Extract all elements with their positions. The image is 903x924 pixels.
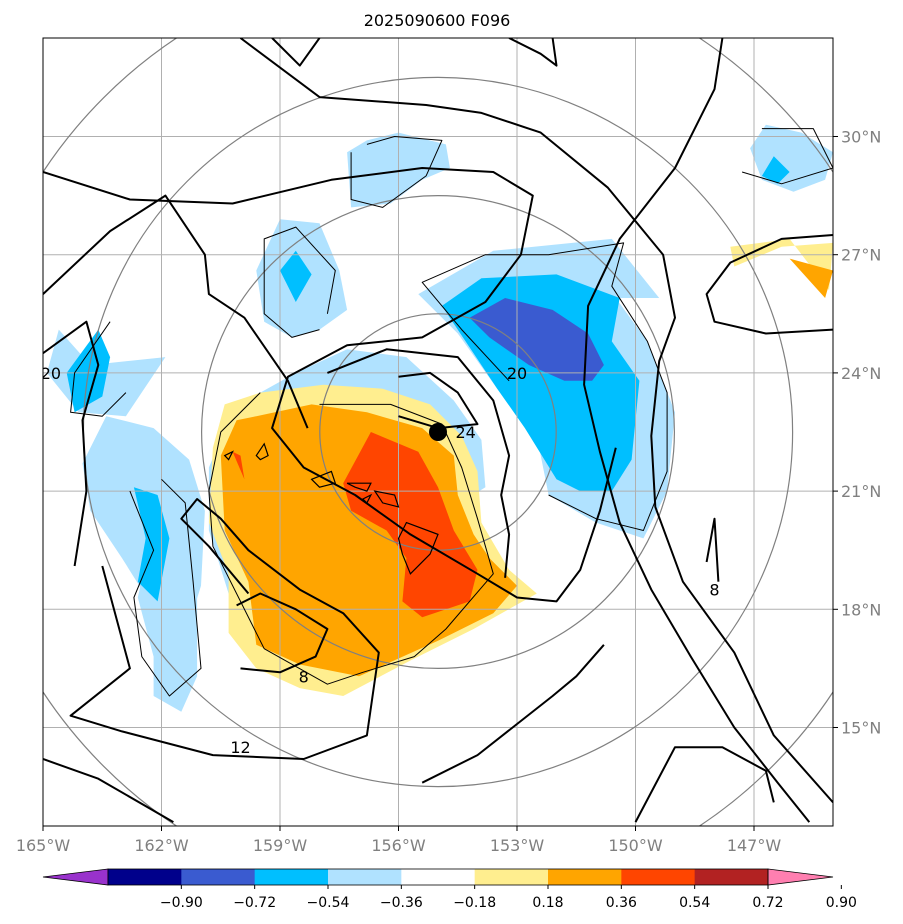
x-tick-label: 150°W: [608, 836, 663, 855]
y-tick-label: 15°N: [841, 719, 881, 738]
contour-label: 20: [507, 364, 527, 383]
y-tick-label: 24°N: [841, 364, 881, 383]
chart-title: 2025090600 F096: [364, 11, 511, 30]
contour-line: [69, 498, 380, 760]
contour-line: [705, 517, 720, 582]
colorbar-box: [621, 869, 696, 885]
colorbar-tick-label: −0.54: [307, 895, 350, 911]
colorbar-tick-label: 0.90: [826, 895, 857, 911]
anomaly-outline: [70, 321, 127, 417]
colorbar-box: [328, 869, 402, 885]
colorbar-box: [401, 869, 476, 885]
colorbar-box: [181, 869, 256, 885]
contour-line: [583, 38, 811, 823]
colorbar: −0.90 −0.72 −0.54 −0.36 −0.18 0.18 0.36 0.54 0.7…: [42, 868, 857, 911]
colorbar-tick-label: 0.36: [606, 895, 637, 911]
shaded-region-10: [280, 250, 312, 302]
colorbar-extend-low: [42, 868, 109, 886]
anomaly-outline: [421, 242, 668, 531]
contour-labels: 20 20 24 12 8 8: [41, 364, 720, 757]
colorbar-box: [474, 869, 549, 885]
colorbar-frame: [107, 868, 769, 886]
y-tick-label: 27°N: [841, 246, 881, 265]
island-outline: [346, 482, 372, 492]
shaded-region-7: [129, 487, 198, 712]
graticule: [43, 38, 833, 826]
contour-label: 24: [455, 423, 475, 442]
island-outline: [373, 490, 400, 508]
contour-line: [705, 234, 833, 335]
colorbar-tick-label: −0.18: [453, 895, 496, 911]
colorbar-box: [694, 869, 769, 885]
colorbar-tick-label: −0.72: [233, 895, 276, 911]
contour-line: [271, 38, 321, 67]
coastlines: [223, 442, 439, 575]
contour-line: [236, 592, 329, 674]
contour-line: [508, 38, 558, 67]
contour-line: [421, 644, 605, 784]
storm-center-dot: [429, 423, 447, 441]
contour-lines: [43, 38, 833, 823]
plot-frame: [42, 37, 834, 827]
island-outline: [255, 442, 269, 461]
contour-line: [43, 320, 100, 567]
anomaly-outline: [208, 392, 494, 685]
colorbar-box: [548, 869, 622, 885]
contour-label: 8: [709, 581, 719, 600]
x-tick-label: 159°W: [253, 836, 308, 855]
island-outline: [361, 493, 373, 504]
y-tick-label: 21°N: [841, 482, 881, 501]
range-ring: [201, 195, 675, 669]
colorbar-tick-label: 0.18: [532, 895, 563, 911]
contour-label: 20: [41, 364, 61, 383]
x-tick-label: 156°W: [371, 836, 426, 855]
contour-line: [43, 758, 174, 823]
contour-line: [634, 746, 775, 823]
colorbar-box: [254, 869, 329, 885]
shaded-region-17: [789, 258, 833, 298]
shaded-region-11: [761, 156, 790, 184]
island-outline: [223, 450, 234, 461]
contour-label: 8: [299, 667, 309, 686]
contour-line: [43, 194, 309, 429]
colorbar-tick-label: 0.54: [679, 895, 710, 911]
x-axis: 165°W 162°W 159°W 156°W 153°W 150°W 147°W: [16, 826, 782, 855]
colorbar-tick-label: −0.36: [380, 895, 423, 911]
anomaly-outline: [350, 136, 443, 208]
anomaly-outline: [741, 128, 833, 185]
contour-label: 12: [230, 738, 250, 757]
x-tick-label: 165°W: [16, 836, 71, 855]
y-tick-label: 18°N: [841, 600, 881, 619]
shaded-region-13: [469, 298, 604, 381]
island-outline: [310, 470, 337, 488]
contour-line: [43, 167, 617, 603]
storm-center: [429, 423, 447, 441]
y-axis: 15°N 18°N 21°N 24°N 27°N 30°N: [833, 128, 881, 738]
colorbar-box: [108, 869, 182, 885]
x-tick-label: 147°W: [727, 836, 782, 855]
colorbar-tick-label: 0.72: [752, 895, 783, 911]
contour-line: [239, 38, 833, 804]
colorbar-tick-label: −0.90: [160, 895, 203, 911]
contour-line: [327, 348, 511, 578]
y-tick-label: 30°N: [841, 128, 881, 147]
x-tick-label: 153°W: [490, 836, 545, 855]
anomaly-outline: [129, 478, 202, 697]
plot-area: 20 20 24 12 8 8: [41, 38, 833, 826]
shaded-region-19: [232, 451, 245, 480]
colorbar-extend-high: [767, 868, 834, 886]
island-outline: [397, 521, 439, 575]
anomaly-outline: [263, 226, 336, 338]
x-tick-label: 162°W: [134, 836, 189, 855]
